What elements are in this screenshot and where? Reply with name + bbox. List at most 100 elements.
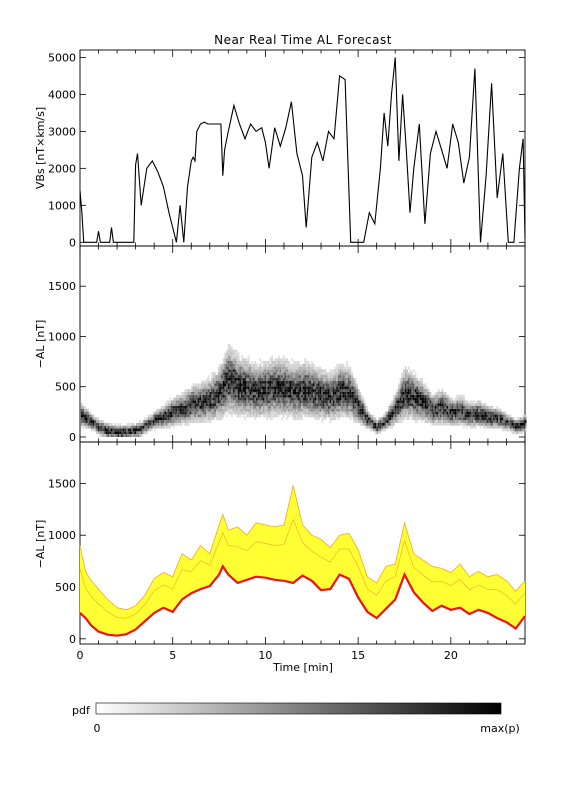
pdf-cell	[346, 397, 348, 401]
pdf-cell	[247, 391, 250, 395]
pdf-cell	[222, 391, 225, 395]
pdf-cell	[341, 403, 343, 407]
pdf-cell	[458, 420, 460, 423]
pdf-cell	[221, 377, 223, 381]
pdf-cell	[206, 400, 208, 404]
pdf-cell	[284, 406, 287, 409]
pdf-cell	[481, 420, 484, 423]
pdf-cell	[296, 397, 298, 401]
pdf-cell	[221, 380, 223, 384]
pdf-cell	[304, 386, 307, 390]
pdf-cell	[296, 411, 298, 415]
pdf-cell	[241, 391, 243, 395]
pdf-cell	[80, 420, 83, 423]
pdf-cell	[85, 420, 88, 423]
pdf-cell	[368, 425, 370, 429]
pdf-cell	[99, 431, 101, 435]
pdf-cell	[431, 411, 434, 415]
pdf-cell	[281, 394, 283, 398]
pdf-cell	[311, 375, 313, 378]
pdf-cell	[284, 397, 287, 401]
pdf-cell	[102, 422, 105, 426]
pdf-cell	[284, 375, 287, 378]
pdf-cell	[476, 400, 479, 404]
pdf-cell	[448, 411, 450, 415]
pdf-cell	[406, 389, 408, 392]
pdf-cell	[292, 408, 295, 412]
pdf-cell	[429, 408, 432, 412]
pdf-cell	[428, 397, 430, 401]
pdf-cell	[364, 406, 367, 409]
pdf-cell	[227, 358, 230, 362]
pdf-cell	[176, 422, 178, 426]
pdf-cell	[309, 366, 312, 370]
pdf-cell	[352, 406, 355, 409]
pdf-cell	[171, 422, 173, 426]
pdf-cell	[471, 420, 474, 423]
pdf-cell	[171, 411, 173, 415]
pdf-cell	[299, 408, 302, 412]
pdf-cell	[349, 397, 352, 401]
pdf-cell	[408, 377, 410, 381]
pdf-cell	[82, 425, 85, 429]
pdf-cell	[501, 428, 504, 432]
pdf-cell	[167, 403, 170, 407]
pdf-cell	[411, 394, 413, 398]
pdf-cell	[413, 391, 415, 395]
pdf-cell	[494, 417, 497, 421]
pdf-cell	[151, 414, 153, 418]
pdf-cell	[176, 414, 178, 418]
pdf-cell	[192, 420, 195, 423]
pdf-cell	[514, 428, 517, 432]
pdf-cell	[311, 394, 313, 398]
pdf-cell	[468, 422, 470, 426]
pdf-cell	[393, 406, 395, 409]
pdf-cell	[94, 422, 96, 426]
pdf-cell	[319, 391, 322, 395]
pdf-cell	[286, 361, 288, 364]
pdf-cell	[321, 417, 323, 421]
pdf-cell	[277, 383, 280, 387]
pdf-cell	[149, 414, 151, 418]
pdf-cell	[439, 391, 442, 395]
pdf-cell	[251, 403, 253, 407]
pdf-cell	[488, 411, 490, 415]
pdf-cell	[286, 403, 288, 407]
pdf-cell	[297, 417, 300, 421]
pdf-cell	[463, 394, 465, 398]
chart-title: Near Real Time AL Forecast	[214, 33, 392, 47]
pdf-cell	[277, 408, 280, 412]
pdf-cell	[346, 400, 348, 404]
pdf-cell	[416, 411, 418, 415]
pdf-cell	[351, 397, 353, 401]
pdf-cell	[398, 394, 400, 398]
pdf-cell	[234, 391, 237, 395]
pdf-cell	[326, 397, 328, 401]
pdf-cell	[304, 366, 307, 370]
pdf-cell	[82, 411, 85, 415]
pdf-cell	[311, 411, 313, 415]
pdf-cell	[199, 408, 202, 412]
pdf-cell	[279, 391, 282, 395]
pdf-cell	[146, 420, 148, 423]
pdf-cell	[279, 394, 282, 398]
pdf-cell	[249, 380, 252, 384]
pdf-cell	[428, 414, 430, 418]
pdf-cell	[336, 389, 338, 392]
pdf-cell	[204, 394, 207, 398]
pdf-cell	[226, 380, 228, 384]
pdf-cell	[468, 406, 470, 409]
pdf-cell	[226, 375, 228, 378]
pdf-cell	[326, 414, 328, 418]
pdf-cell	[332, 400, 335, 404]
pdf-cell	[332, 417, 335, 421]
pdf-cell	[281, 372, 283, 376]
pdf-cell	[362, 408, 365, 412]
pdf-cell	[351, 383, 353, 387]
pdf-cell	[132, 425, 135, 429]
pdf-cell	[189, 400, 192, 404]
pdf-cell	[378, 420, 380, 423]
pdf-cell	[424, 389, 427, 392]
pdf-cell	[214, 414, 217, 418]
pdf-cell	[311, 400, 313, 404]
